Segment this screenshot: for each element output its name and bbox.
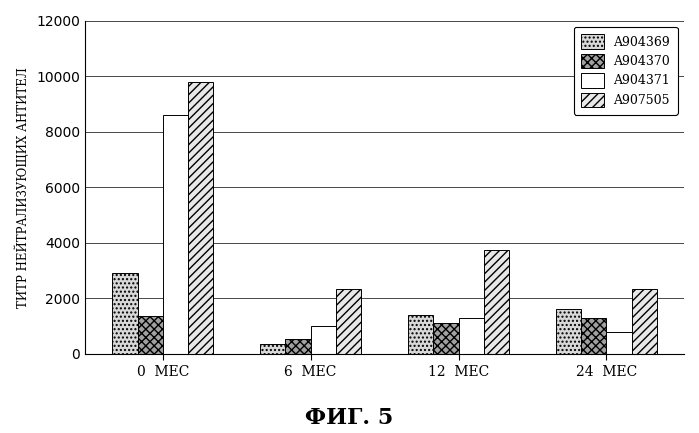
Bar	[607, 332, 632, 354]
Bar	[408, 315, 433, 354]
Bar	[310, 326, 336, 354]
Legend: A904369, A904370, A904371, A907505: A904369, A904370, A904371, A907505	[573, 27, 678, 114]
Text: ФИГ. 5: ФИГ. 5	[305, 407, 394, 429]
Bar	[556, 310, 582, 354]
Y-axis label: ТИТР НЕЙТРАЛИЗУЮЩИХ АНТИТЕЛ: ТИТР НЕЙТРАЛИЗУЮЩИХ АНТИТЕЛ	[15, 67, 29, 307]
Bar	[138, 317, 163, 354]
Bar	[163, 115, 188, 354]
Bar	[433, 323, 459, 354]
Bar	[336, 289, 361, 354]
Bar	[188, 82, 213, 354]
Bar	[459, 318, 484, 354]
Bar	[582, 318, 607, 354]
Bar	[113, 273, 138, 354]
Bar	[484, 250, 509, 354]
Bar	[632, 289, 657, 354]
Bar	[285, 339, 310, 354]
Bar	[260, 344, 285, 354]
